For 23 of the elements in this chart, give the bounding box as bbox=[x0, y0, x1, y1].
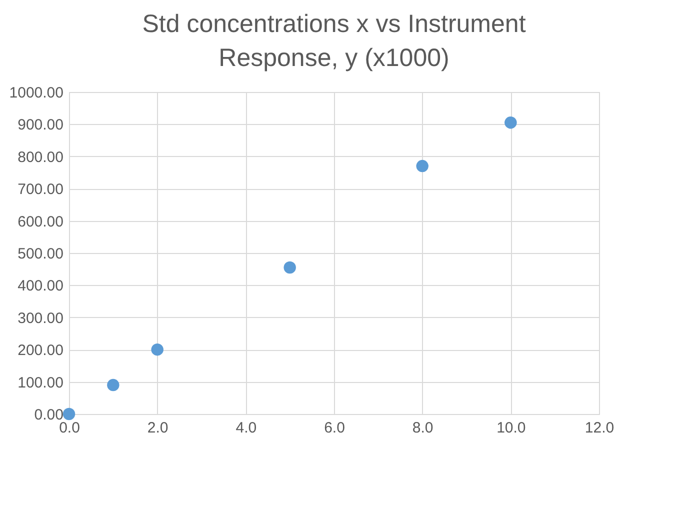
chart-title: Std concentrations x vs Instrument Response, y (x1000) bbox=[142, 10, 526, 72]
y-tick-label: 1000.00 bbox=[9, 84, 64, 102]
x-tick-label: 8.0 bbox=[412, 420, 434, 436]
y-tick-label: 600.00 bbox=[18, 213, 64, 230]
y-tick-label: 400.00 bbox=[18, 278, 64, 295]
y-tick-label: 800.00 bbox=[18, 148, 64, 166]
y-tick-label: 300.00 bbox=[18, 310, 64, 327]
point bbox=[416, 160, 428, 172]
y-tick-label: 200.00 bbox=[18, 342, 64, 360]
point bbox=[62, 408, 76, 420]
x-tick-label: 10.0 bbox=[496, 420, 526, 436]
x-tick-label: 12.0 bbox=[584, 420, 614, 436]
y-tick-label: 900.00 bbox=[18, 116, 64, 134]
point bbox=[504, 116, 517, 129]
y-tick-label: 500.00 bbox=[18, 246, 64, 262]
x-tick-label: 6.0 bbox=[324, 420, 345, 436]
x-tick-label: 2.0 bbox=[147, 420, 168, 436]
y-tick-label: 100.00 bbox=[18, 374, 64, 392]
point bbox=[151, 343, 164, 356]
point bbox=[107, 378, 120, 392]
y-tick-label: 700.00 bbox=[18, 181, 64, 198]
x-tick-label: 4.0 bbox=[236, 420, 257, 436]
point bbox=[284, 261, 296, 274]
